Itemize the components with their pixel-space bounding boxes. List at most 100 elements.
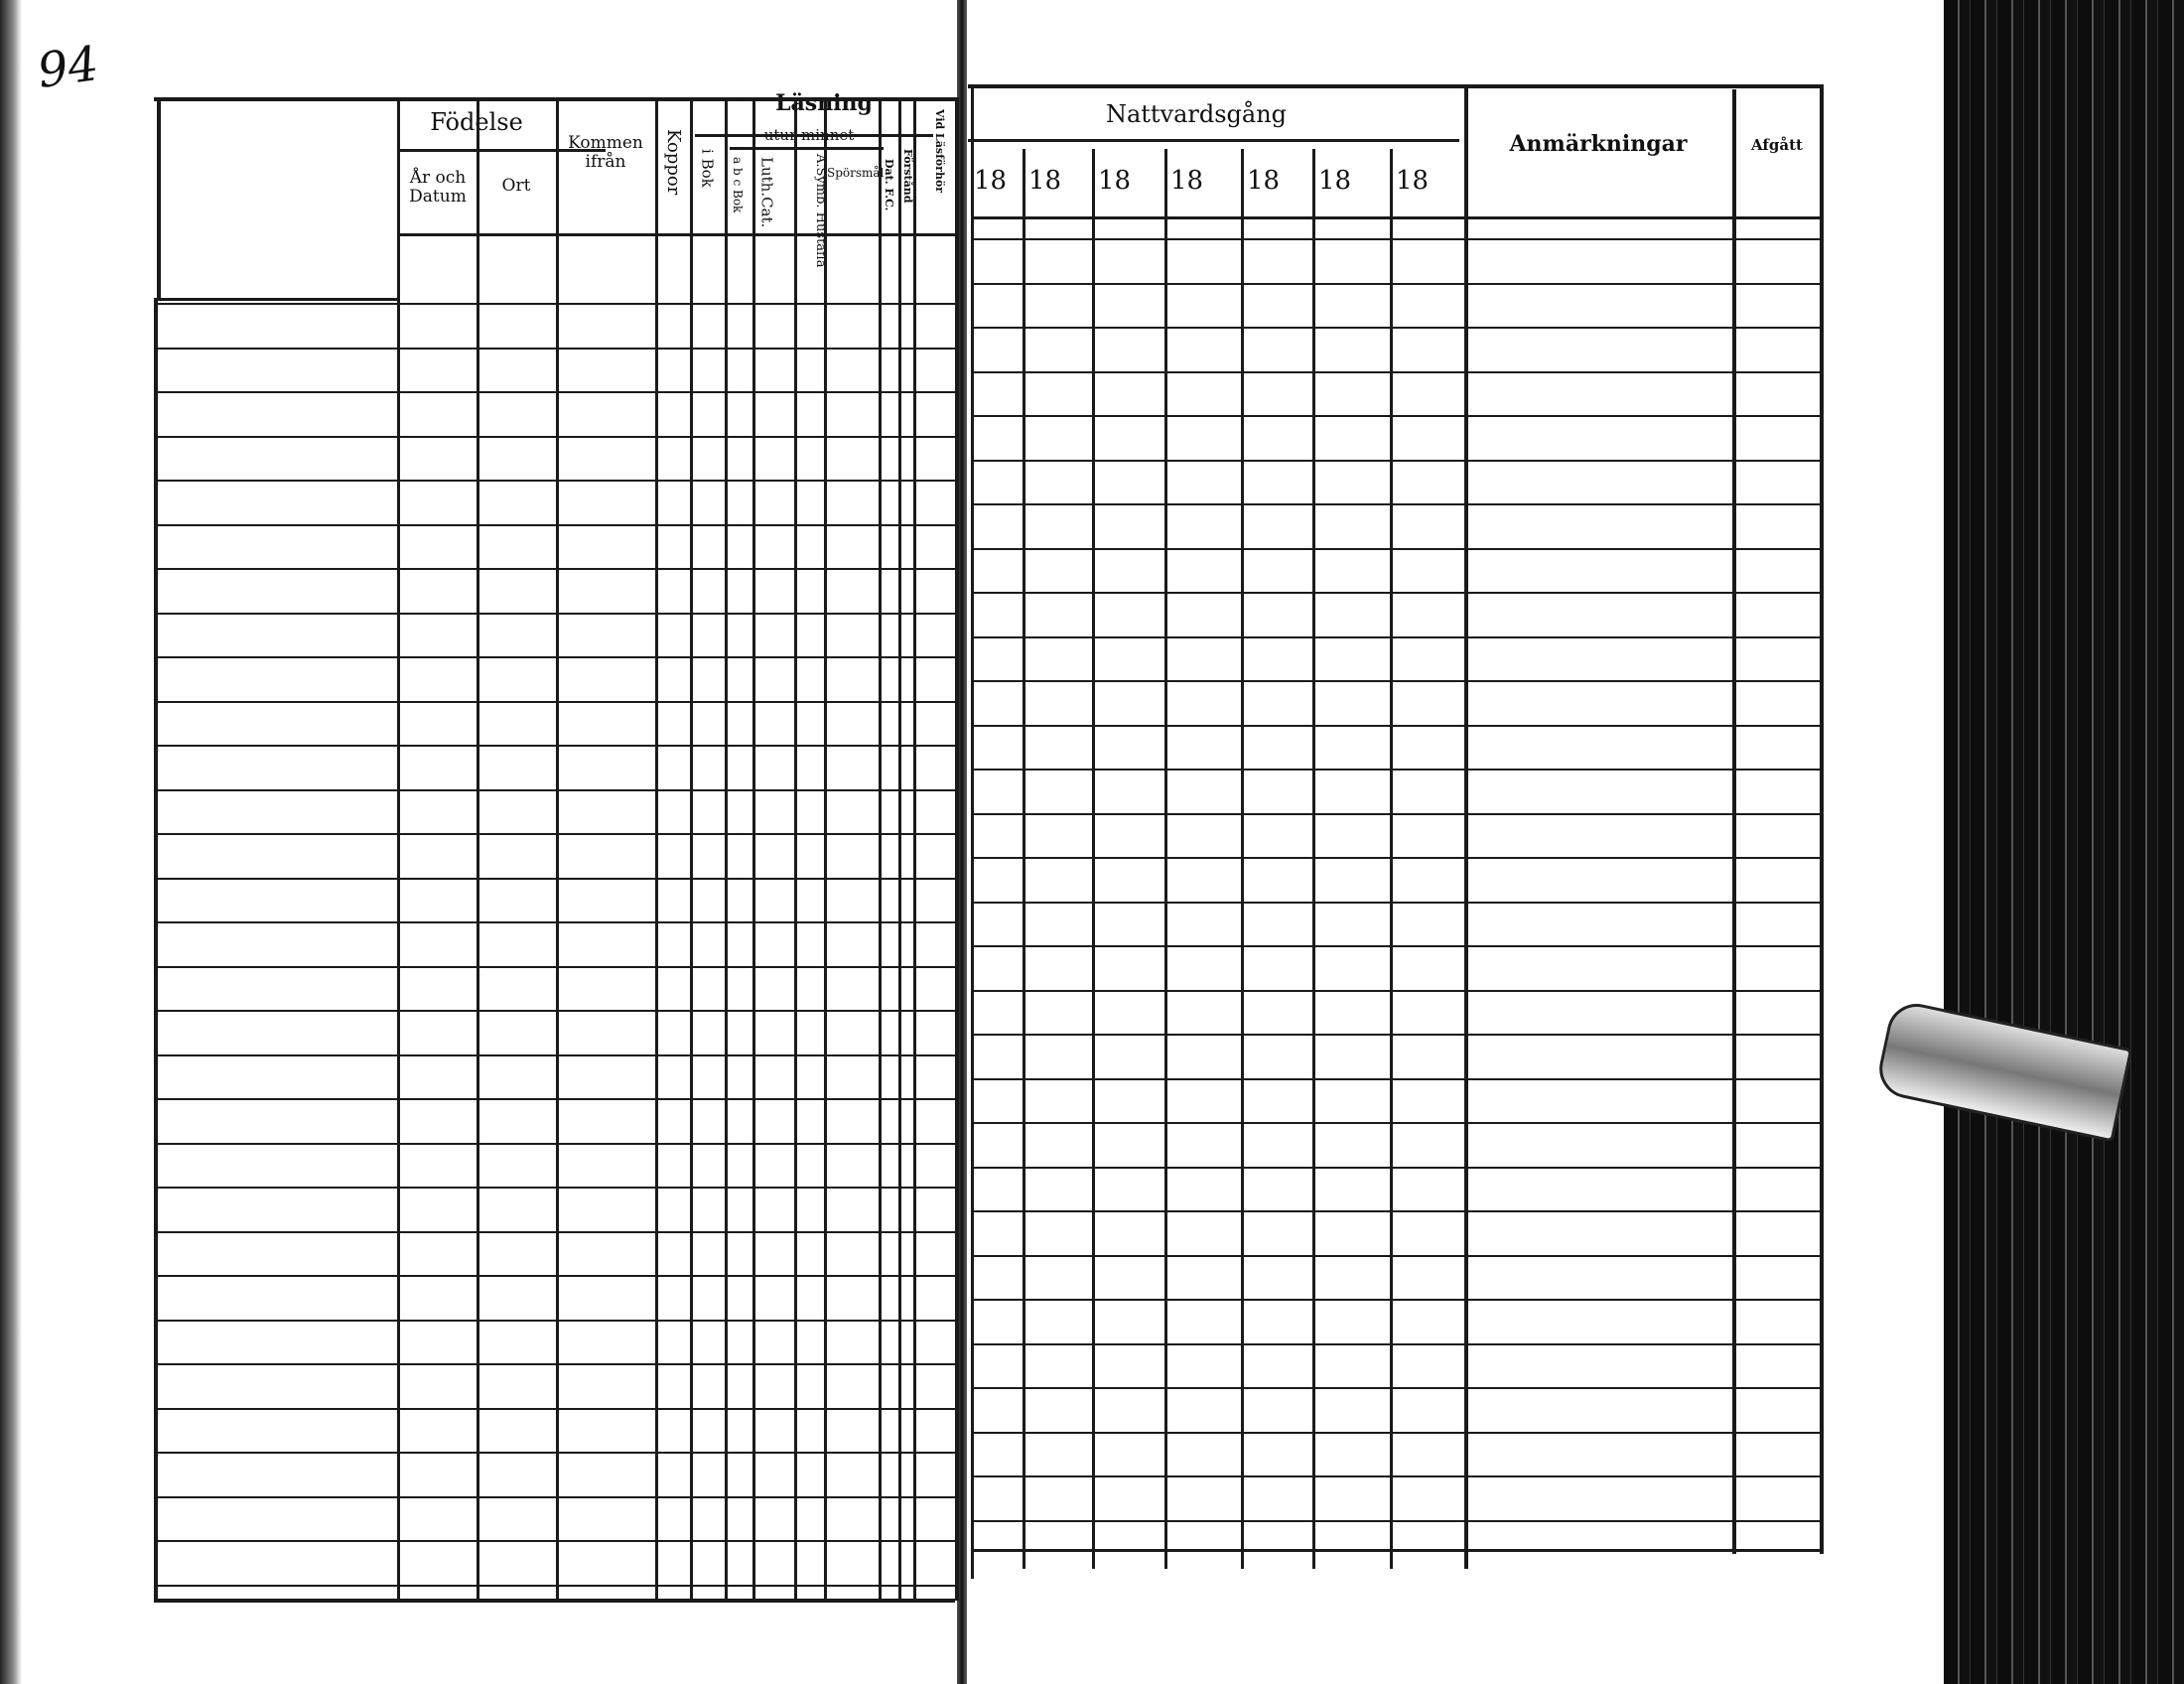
rule-horizontal [971, 327, 1822, 329]
rule-horizontal [971, 1122, 1822, 1124]
rule-horizontal [971, 1387, 1822, 1389]
rule-horizontal [968, 84, 1822, 88]
header-year-2: 18 [1028, 166, 1062, 196]
rule-horizontal [154, 745, 955, 747]
rule-horizontal [971, 1078, 1822, 1080]
header-vid-lasforhor: Vid Läsförhör [933, 109, 947, 194]
rule-vertical [1092, 149, 1095, 1569]
header-a-symb-hustafla: A.Symb. Hustafla [813, 154, 828, 268]
rule-horizontal [971, 1299, 1822, 1301]
rule-vertical [157, 97, 161, 298]
rule-horizontal [154, 1143, 955, 1145]
rule-horizontal [971, 1343, 1822, 1345]
rule-vertical [154, 298, 158, 1601]
rule-horizontal [154, 480, 955, 482]
header-koppor: Koppor [662, 129, 684, 196]
rule-horizontal [971, 415, 1822, 417]
rule-horizontal [154, 1585, 955, 1587]
rule-horizontal [154, 656, 955, 658]
rule-vertical [690, 97, 693, 1601]
rule-vertical [556, 97, 559, 1601]
rule-horizontal [154, 613, 955, 615]
rule-horizontal [154, 1599, 955, 1603]
rule-horizontal [154, 1010, 955, 1012]
rule-vertical [1312, 149, 1315, 1569]
rule-horizontal [971, 990, 1822, 992]
rule-horizontal [971, 1167, 1822, 1169]
rule-vertical [477, 97, 479, 1601]
header-forstand: Förstånd [901, 149, 915, 204]
rule-horizontal [971, 216, 1822, 219]
rule-horizontal [397, 233, 955, 236]
dark-background [1944, 0, 2184, 1684]
header-abc-bok: a b c Bok [731, 157, 746, 213]
rule-horizontal [971, 725, 1822, 727]
rule-horizontal [154, 524, 955, 526]
page-number: 94 [34, 36, 102, 99]
rule-horizontal [971, 857, 1822, 859]
rule-horizontal [154, 303, 955, 305]
rule-horizontal [154, 789, 955, 791]
header-year-3: 18 [1098, 166, 1132, 196]
header-sporsmal: Spörsmål [827, 166, 885, 180]
rule-horizontal [971, 902, 1822, 904]
header-year-1: 18 [974, 166, 1008, 196]
header-kommen-ifran: Kommen ifrån [568, 133, 643, 172]
rule-horizontal [154, 436, 955, 438]
rule-horizontal [154, 1320, 955, 1322]
rule-horizontal [154, 833, 955, 835]
rule-horizontal [971, 503, 1822, 505]
rule-horizontal [971, 1255, 1822, 1257]
rule-horizontal [730, 147, 884, 150]
rule-vertical [913, 97, 916, 1601]
rule-horizontal [154, 1054, 955, 1056]
rule-horizontal [971, 460, 1822, 462]
rule-vertical [397, 97, 400, 1601]
header-year-7: 18 [1396, 166, 1430, 196]
rule-horizontal [154, 1363, 955, 1365]
rule-vertical [1820, 84, 1824, 1554]
header-afgatt: Afgått [1751, 136, 1803, 154]
rule-horizontal [971, 1034, 1822, 1036]
rule-vertical [794, 97, 797, 1601]
rule-horizontal [154, 1452, 955, 1454]
rule-vertical [752, 97, 755, 1601]
rule-horizontal [968, 139, 1459, 142]
rule-horizontal [971, 548, 1822, 550]
rule-horizontal [971, 238, 1822, 240]
rule-horizontal [154, 1496, 955, 1498]
rule-horizontal [154, 1231, 955, 1233]
rule-vertical [655, 97, 658, 1601]
header-ar-och-datum: År och Datum [409, 168, 467, 207]
rule-vertical [879, 97, 882, 1601]
rule-horizontal [695, 134, 933, 137]
rule-horizontal [154, 1187, 955, 1189]
book-spine-edge [0, 0, 22, 1684]
rule-horizontal [154, 878, 955, 880]
rule-horizontal [971, 1432, 1822, 1434]
header-luth-cat: Luth.Cat. [757, 157, 776, 228]
rule-horizontal [397, 149, 606, 152]
rule-horizontal [154, 568, 955, 570]
rule-vertical [725, 97, 728, 1601]
header-year-5: 18 [1247, 166, 1281, 196]
book-gutter [957, 0, 967, 1684]
rule-horizontal [154, 701, 955, 703]
rule-vertical [971, 84, 974, 1579]
header-ort: Ort [501, 176, 531, 196]
rule-horizontal [971, 1210, 1822, 1212]
rule-vertical [1390, 149, 1393, 1569]
rule-vertical [955, 97, 959, 1601]
rule-horizontal [971, 813, 1822, 815]
header-anmarkningar: Anmärkningar [1509, 131, 1688, 157]
header-year-4: 18 [1170, 166, 1204, 196]
rule-horizontal [971, 945, 1822, 947]
rule-horizontal [154, 921, 955, 923]
rule-horizontal [154, 391, 955, 393]
header-i-bok: i Bok [698, 149, 717, 188]
rule-horizontal [154, 1098, 955, 1100]
rule-vertical [898, 97, 901, 1601]
rule-horizontal [154, 348, 955, 350]
rule-vertical [1023, 149, 1025, 1569]
rule-horizontal [971, 636, 1822, 638]
